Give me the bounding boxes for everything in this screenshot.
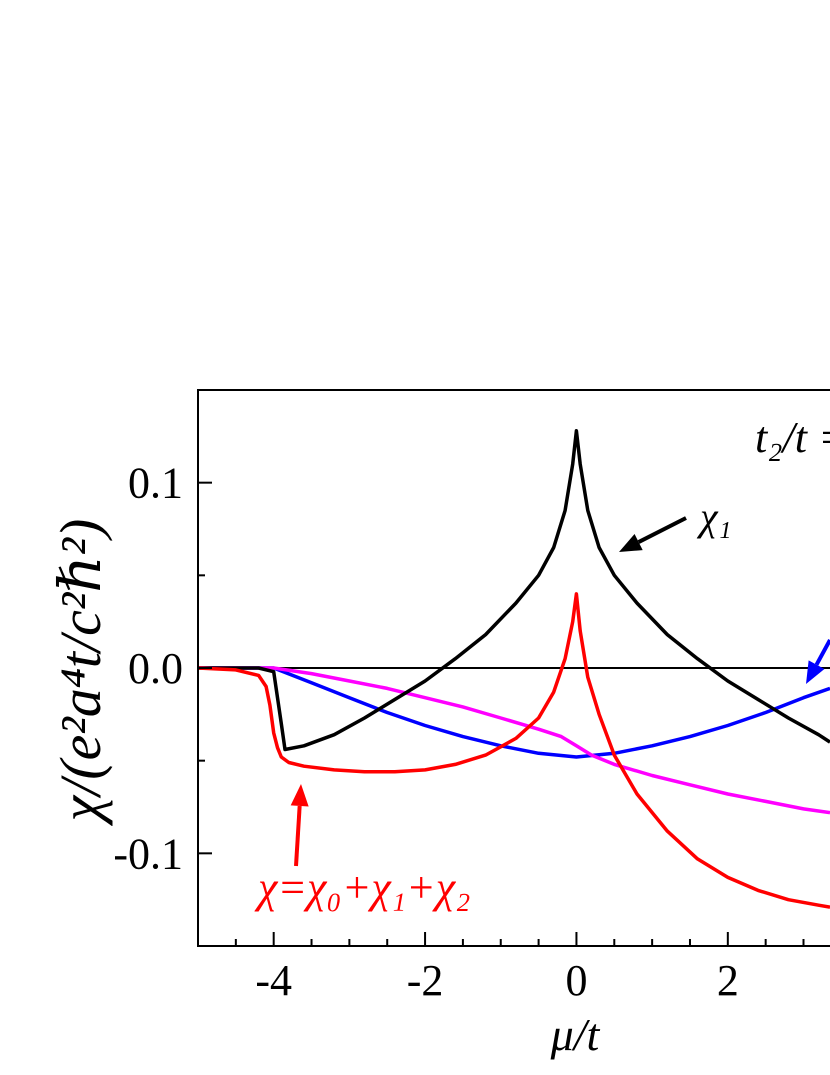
- x-tick-label: 0: [565, 956, 587, 1005]
- series-line-blue-2: [198, 666, 830, 759]
- y-tick-label: -0.1: [113, 829, 183, 878]
- y-axis-label: χ/(e²a⁴t/c²ℏ²): [48, 519, 113, 827]
- blue-arrow: [806, 639, 830, 684]
- annotation-chi-sum: χ=χ₀+χ₁+χ₂: [254, 863, 470, 912]
- annotation-t2-ratio: t₂/t =: [755, 413, 830, 462]
- y-tick-label: 0.0: [128, 644, 183, 693]
- series-line-magenta-3: [198, 666, 830, 815]
- chi-arrow: [290, 784, 309, 867]
- x-tick-label: -4: [255, 956, 292, 1005]
- labels-layer: χ₁ χ=χ₀+χ₁+χ₂ t₂/t = μ/t χ/(e²a⁴t/c²ℏ²): [48, 413, 830, 1060]
- series-layer: [197, 429, 830, 909]
- series-line--0: [198, 429, 830, 752]
- annotation-chi1: χ₁: [696, 494, 732, 539]
- axes-layer: -4 -2 0 2 -0.1 0.0 0.1: [113, 389, 830, 1005]
- chi1-arrow: [619, 516, 687, 552]
- annotation-arrows: [290, 516, 830, 867]
- x-tick-label: -2: [407, 956, 444, 1005]
- series-line--1: [197, 592, 830, 909]
- x-axis-label: μ/t: [550, 1009, 601, 1060]
- x-tick-label: 2: [717, 956, 739, 1005]
- y-tick-label: 0.1: [128, 459, 183, 508]
